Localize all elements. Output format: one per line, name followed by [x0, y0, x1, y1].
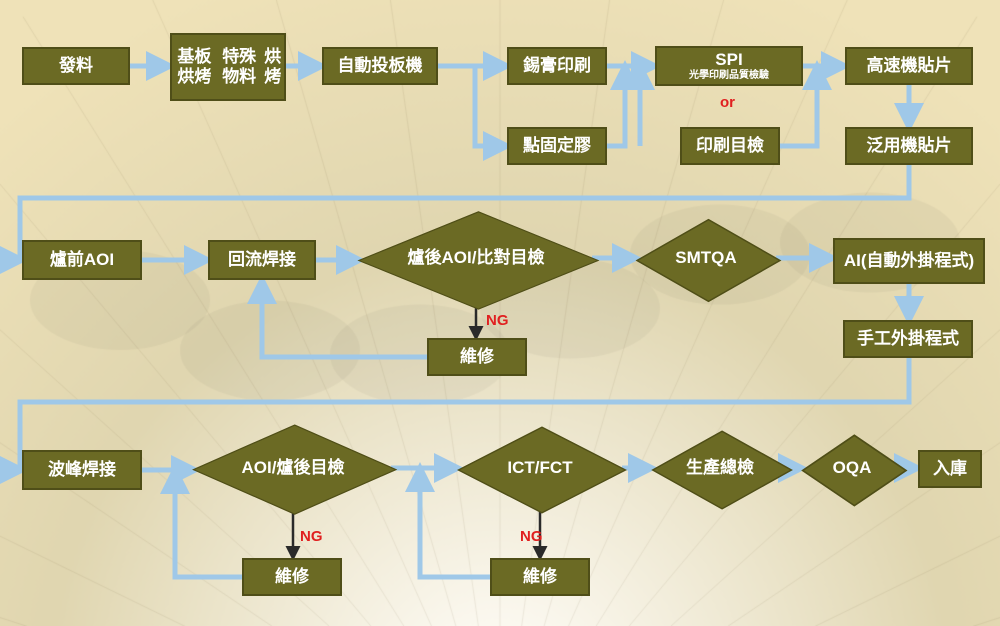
- node-text: 生產總檢: [652, 430, 788, 506]
- node-n8: 印刷目檢: [680, 127, 780, 165]
- node-n1: 發料: [22, 47, 130, 85]
- node-text: 維修: [275, 567, 309, 587]
- node-n11: 回流焊接: [208, 240, 316, 280]
- label-ng3: NG: [520, 528, 543, 545]
- label-ng2: NG: [300, 528, 323, 545]
- node-text: 波峰焊接: [48, 460, 116, 480]
- node-text: 維修: [523, 567, 557, 587]
- node-text: ICT/FCT: [458, 426, 622, 510]
- node-text: 特殊物料: [217, 47, 262, 88]
- node-n3: 自動投板機: [322, 47, 438, 85]
- node-text: AI: [844, 251, 861, 271]
- node-n14: AI(自動外掛程式): [833, 238, 985, 284]
- node-n17: 波峰焊接: [22, 450, 142, 490]
- node-n5: SPI光學印刷品質檢驗: [655, 46, 803, 86]
- node-text: 泛用機貼片: [867, 136, 952, 156]
- node-text: AOI/爐後目檢: [193, 424, 393, 512]
- node-text: 維修: [460, 347, 494, 367]
- node-n12: 爐後AOI/比對目檢: [358, 210, 594, 306]
- node-text: 錫膏印刷: [523, 56, 591, 76]
- node-n10: 爐前AOI: [22, 240, 142, 280]
- node-n19: ICT/FCT: [458, 426, 622, 510]
- label-ng1: NG: [486, 312, 509, 329]
- node-subtext: 光學印刷品質檢驗: [689, 70, 769, 82]
- node-text: 爐前AOI: [50, 250, 114, 270]
- node-text: 發料: [59, 56, 93, 76]
- node-text: 點固定膠: [523, 136, 591, 156]
- node-n23: 維修: [242, 558, 342, 596]
- node-text: OQA: [802, 434, 902, 502]
- node-text: SMTQA: [636, 218, 776, 298]
- node-n9: 泛用機貼片: [845, 127, 973, 165]
- node-n4: 錫膏印刷: [507, 47, 607, 85]
- node-n18: AOI/爐後目檢: [193, 424, 393, 512]
- node-n20: 生產總檢: [652, 430, 788, 506]
- label-or: or: [720, 94, 735, 111]
- node-n16: 手工外掛程式: [843, 320, 973, 358]
- node-n21: OQA: [802, 434, 902, 502]
- node-n22: 入庫: [918, 450, 982, 488]
- node-text: 爐後AOI/比對目檢: [358, 210, 594, 306]
- node-text: 烘烤: [262, 47, 284, 88]
- node-text: SPI: [715, 50, 742, 70]
- node-text: 手工外掛程式: [857, 329, 959, 349]
- node-text: 印刷目檢: [696, 136, 764, 156]
- node-text: 高速機貼片: [867, 56, 952, 76]
- node-n15: 維修: [427, 338, 527, 376]
- node-text: 回流焊接: [228, 250, 296, 270]
- node-text: 自動投板機: [338, 56, 423, 76]
- node-n24: 維修: [490, 558, 590, 596]
- node-n13: SMTQA: [636, 218, 776, 298]
- node-text: 基板烘烤: [172, 47, 217, 88]
- node-text: (自動外掛程式): [861, 251, 974, 271]
- node-text: 入庫: [933, 459, 967, 479]
- node-n7: 點固定膠: [507, 127, 607, 165]
- node-n6: 高速機貼片: [845, 47, 973, 85]
- node-n2: 基板烘烤特殊物料烘烤: [170, 33, 286, 101]
